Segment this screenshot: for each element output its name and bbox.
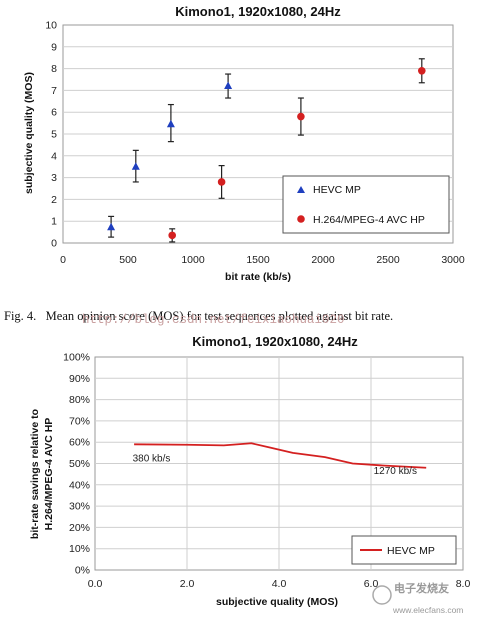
- chart1-y-tick-label: 5: [51, 129, 57, 141]
- chart1-title: Kimono1, 1920x1080, 24Hz: [175, 4, 341, 19]
- watermark-brand: 电子发烧友: [394, 581, 449, 595]
- chart2-x-tick-label: 8.0: [456, 578, 471, 590]
- chart1-y-tick-label: 2: [51, 194, 57, 206]
- chart2-legend: HEVC MP: [351, 535, 457, 565]
- chart1-point-avc: [418, 66, 426, 75]
- chart1-point-hevc: [166, 119, 175, 128]
- chart1-point-avc: [168, 231, 176, 240]
- bitrate-savings-chart: Kimono1, 1920x1080, 24Hz 0% 10% 20% 30% 40% 5…: [29, 334, 470, 608]
- chart1-y-tick-label: 3: [51, 172, 57, 184]
- chart1-point-hevc: [131, 162, 140, 170]
- chart2-x-axis-label: subjective quality (MOS): [216, 596, 338, 608]
- figure-caption: Fig. 4. Mean opinion score (MOS) for tes…: [4, 309, 393, 323]
- chart2-y-tick-label: 30%: [69, 501, 90, 513]
- chart2-y-tick-label: 70%: [69, 415, 90, 427]
- chart2-y-tick-label: 0%: [75, 565, 90, 577]
- chart2-y-tick-label: 60%: [69, 437, 90, 449]
- chart2-series-line-hevc: [134, 442, 427, 469]
- chart1-point-hevc: [224, 81, 233, 90]
- chart2-y-tick-label: 10%: [69, 543, 90, 555]
- watermark-url: http://blog.csdn.net/feixiaohuai020: [82, 313, 345, 327]
- chart2-y-tick-label: 80%: [69, 394, 90, 406]
- chart1-x-tick-label: 3000: [441, 254, 465, 266]
- mos-scatter-chart: Kimono1, 1920x1080, 24Hz 0 1 2 3 4 5 6 7 8 9 10 0 5…: [23, 4, 465, 283]
- chart1-x-tick-label: 2000: [311, 254, 335, 266]
- chart1-legend-box: [282, 175, 450, 234]
- chart1-y-tick-label: 9: [51, 41, 57, 53]
- chart1-legend-circle-marker: [297, 215, 305, 223]
- chart2-legend-hevc: HEVC MP: [387, 545, 435, 557]
- chart1-x-tick-label: 1000: [181, 254, 205, 266]
- watermark-site: www.elecfans.com: [392, 605, 463, 615]
- chart1-x-tick-label: 0: [60, 254, 66, 266]
- chart1-y-axis-label: subjective quality (MOS): [23, 72, 35, 194]
- chart2-x-tick-label: 6.0: [364, 578, 379, 590]
- chart2-x-tick-label: 2.0: [180, 578, 195, 590]
- chart2-y-tick-label: 40%: [69, 479, 90, 491]
- chart2-y-tick-label: 20%: [69, 522, 90, 534]
- chart2-x-tick-label: 0.0: [88, 578, 103, 590]
- chart1-y-tick-label: 8: [51, 63, 57, 75]
- chart2-y-tick-label: 50%: [69, 458, 90, 470]
- chart1-x-tick-label: 500: [119, 254, 137, 266]
- chart1-y-tick-label: 6: [51, 107, 57, 119]
- chart2-x-tick-label: 4.0: [272, 578, 287, 590]
- chart1-y-tick-label: 10: [45, 20, 57, 32]
- chart1-y-tick-label: 4: [51, 150, 57, 162]
- chart2-title: Kimono1, 1920x1080, 24Hz: [192, 334, 358, 349]
- chart1-legend-avc: H.264/MPEG-4 AVC HP: [313, 214, 425, 226]
- chart1-point-hevc: [107, 222, 116, 231]
- chart2-y-axis-label-line1: bit-rate savings relative to: [29, 409, 41, 539]
- chart1-y-tick-label: 1: [51, 216, 57, 228]
- chart1-legend: HEVC MP H.264/MPEG-4 AVC HP: [282, 175, 450, 234]
- chart2-y-tick-label: 100%: [63, 352, 90, 364]
- chart2-y-axis-label-line2: H.264/MPEG-4 AVC HP: [43, 418, 55, 531]
- chart1-legend-hevc: HEVC MP: [313, 184, 361, 196]
- chart1-point-avc: [217, 178, 226, 186]
- chart1-y-tick-label: 7: [51, 85, 57, 97]
- chart1-x-axis-label: bit rate (kb/s): [225, 271, 291, 283]
- chart1-y-tick-label: 0: [51, 238, 57, 250]
- site-logo-icon: [372, 585, 392, 605]
- site-watermark: 电子发烧友 www.elecfans.com: [372, 581, 463, 615]
- chart1-x-tick-label: 1500: [246, 254, 270, 266]
- chart2-annotation-380: 380 kb/s: [133, 453, 171, 464]
- chart1-legend-triangle-marker: [297, 186, 305, 193]
- chart1-x-tick-label: 2500: [376, 254, 400, 266]
- chart2-y-tick-label: 90%: [69, 373, 90, 385]
- chart1-point-avc: [297, 112, 305, 121]
- chart2-annotation-1270: 1270 kb/s: [374, 466, 417, 477]
